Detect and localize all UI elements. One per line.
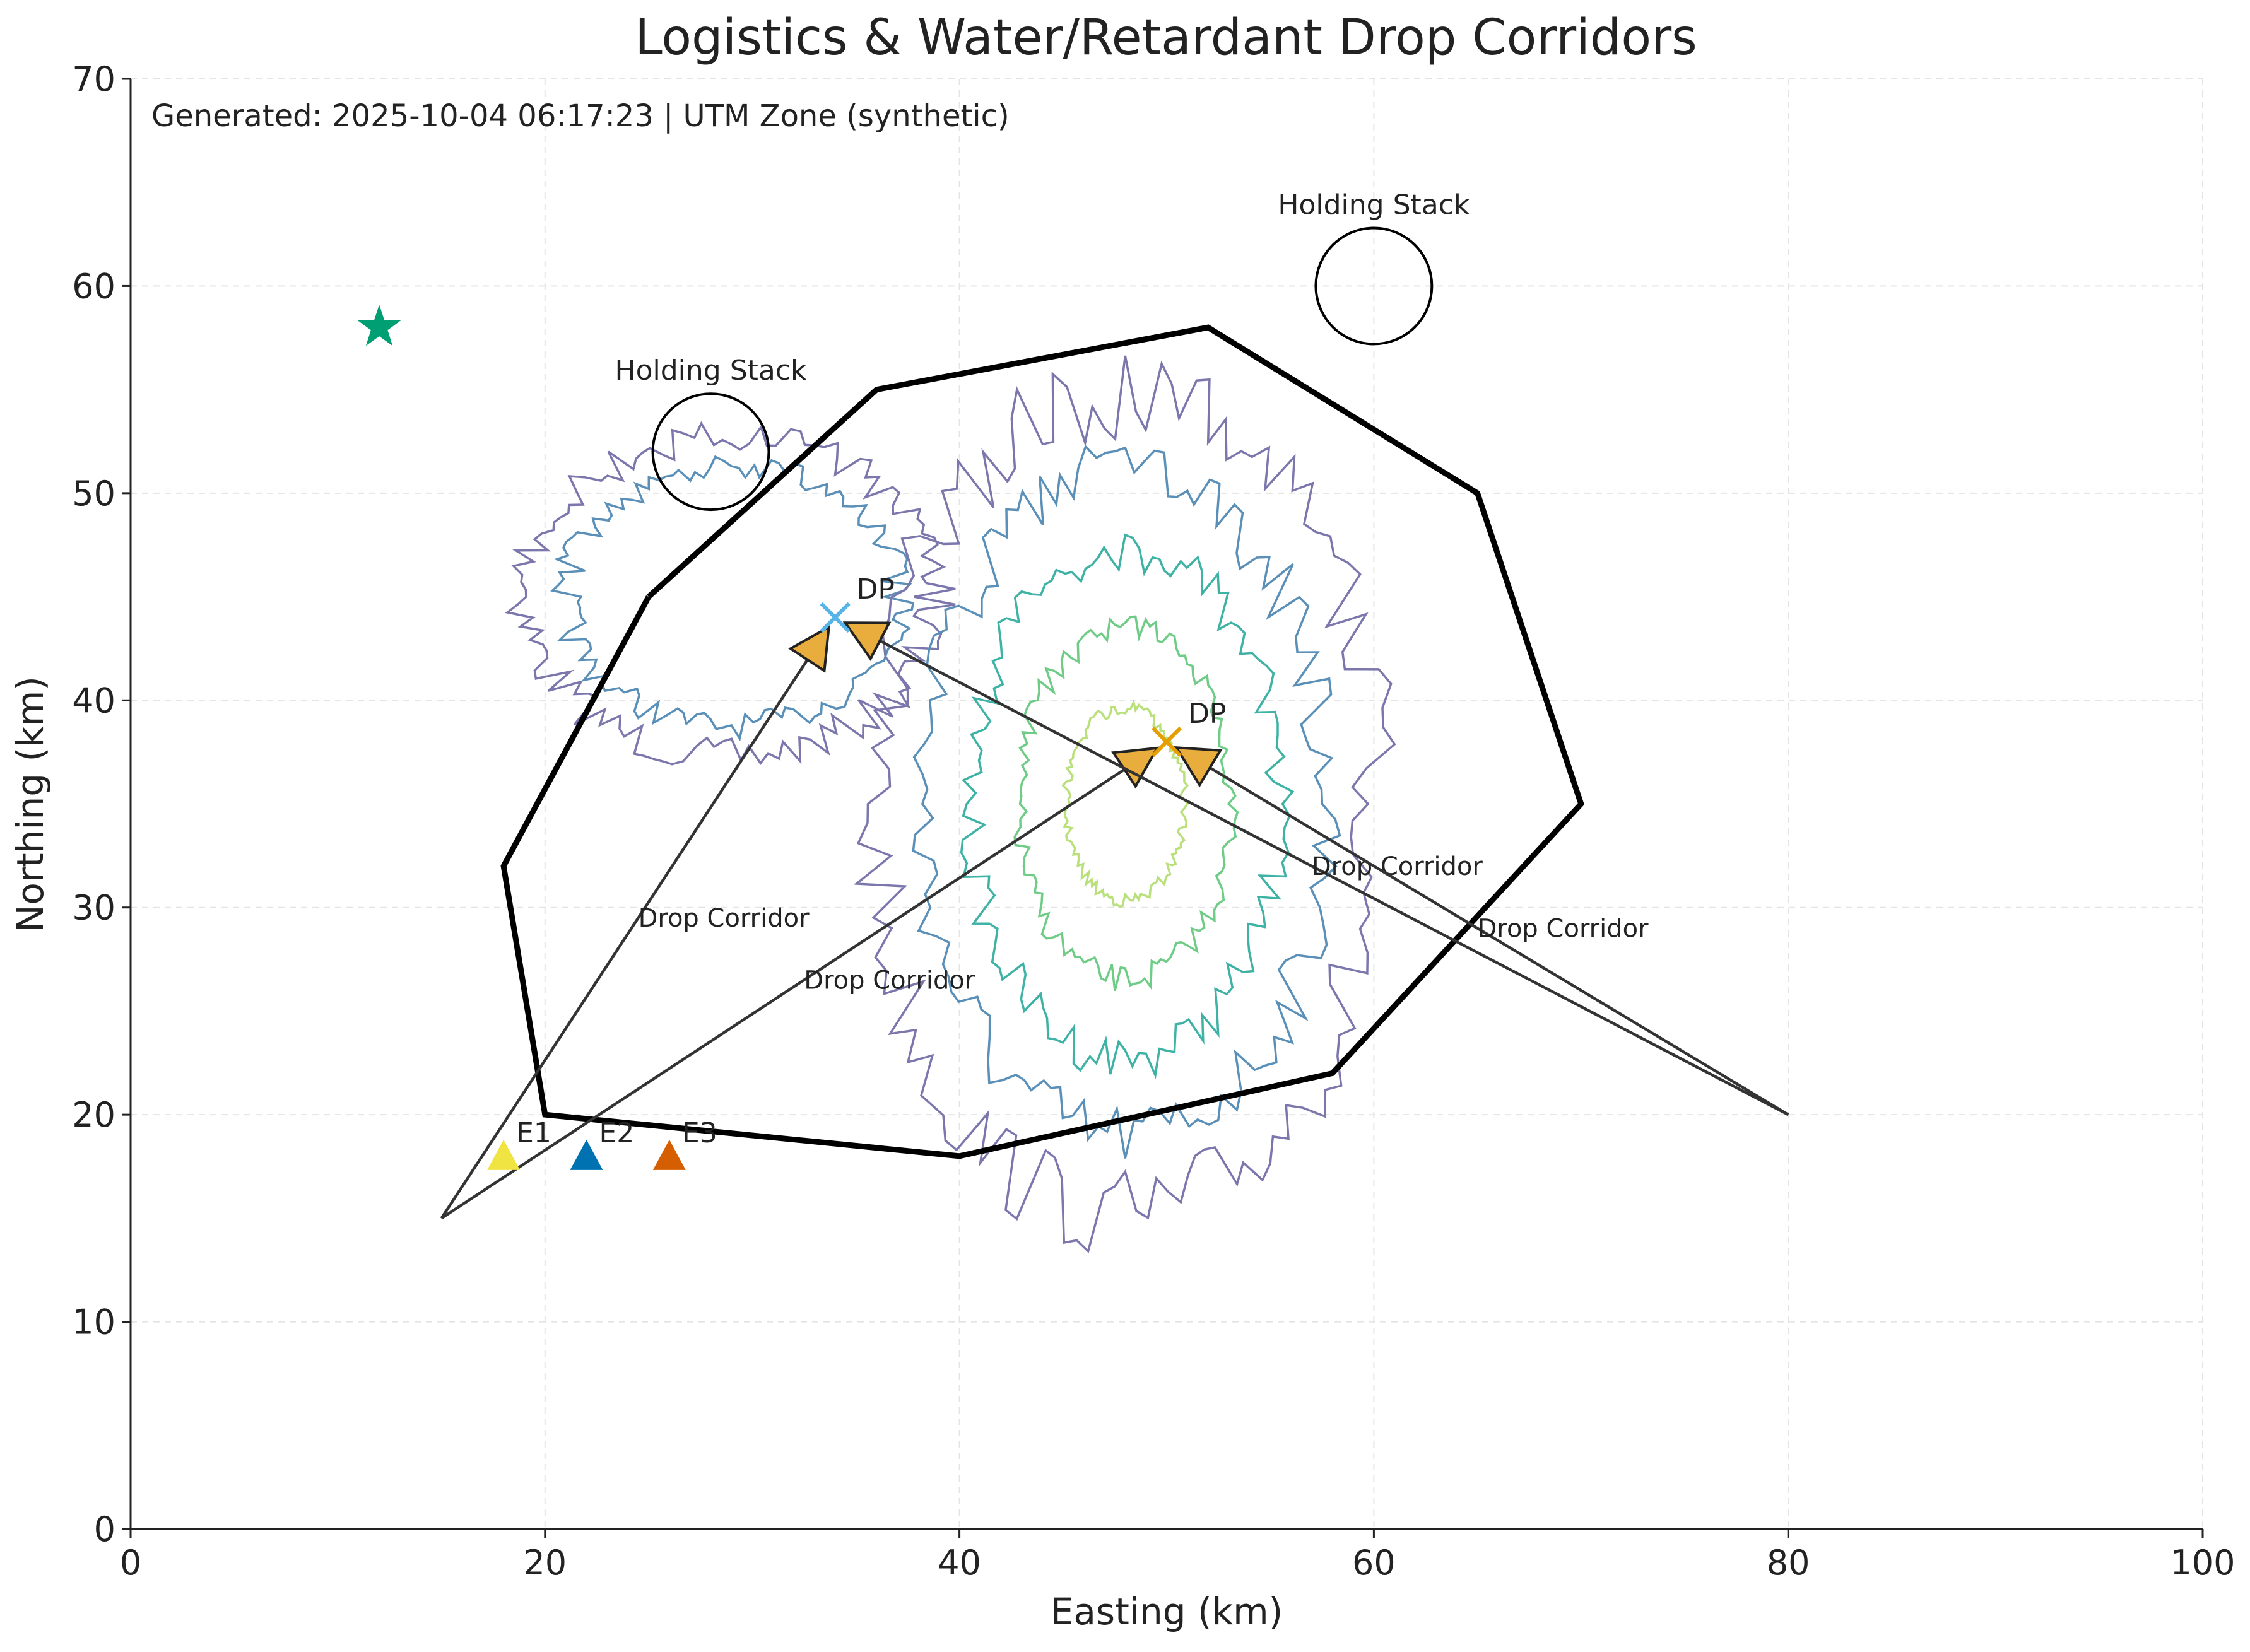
drop-point-label: DP [857,573,895,606]
y-tick-label: 40 [72,681,115,720]
drop-corridor-arrowhead [1174,746,1223,788]
y-tick-label: 60 [72,266,115,306]
x-tick-label: 80 [1767,1543,1810,1583]
x-tick-label: 0 [120,1543,141,1583]
x-axis-label: Easting (km) [1051,1590,1283,1633]
engine-label: E1 [516,1117,551,1149]
x-tick-label: 100 [2170,1543,2235,1583]
contour-level [853,355,1396,1253]
contour-level [1013,615,1239,992]
engine-triangle-icon [570,1139,603,1170]
holding-stack-label: Holding Stack [615,354,808,387]
chart-title: Logistics & Water/Retardant Drop Corrido… [635,9,1697,66]
engine-label: E2 [599,1117,634,1149]
drop-corridor-label: Drop Corridor [1312,852,1483,881]
chart-marks: Holding Stack Holding Stack Drop Corridor D… [357,189,1789,1220]
holding-stack-circle [651,392,770,512]
drop-corridor-line [440,659,809,1219]
drop-corridor-label: Drop Corridor [639,904,810,933]
drop-point-x-icon [820,602,851,633]
y-tick-label: 10 [72,1303,115,1342]
drop-corridor-label: Drop Corridor [804,966,975,995]
drop-corridor-line [879,639,1789,1116]
generated-timestamp: Generated: 2025-10-04 06:17:23 | UTM Zon… [151,98,1010,134]
y-tick-label: 20 [72,1095,115,1135]
y-tick-label: 70 [72,59,115,99]
fire-density-contours [505,355,1396,1253]
engine-triangle-icon [652,1139,686,1170]
drop-corridor-label: Drop Corridor [1478,915,1649,944]
drop-corridor-line [1209,766,1789,1116]
contour-level [550,455,915,742]
contour-level [912,444,1341,1159]
contour-level [1061,699,1189,908]
drop-point-label: DP [1188,698,1226,730]
x-tick-label: 60 [1352,1543,1396,1583]
holding-stack-label: Holding Stack [1278,189,1470,221]
drop-point-x-icon [1151,726,1182,758]
engine-triangle-icon [487,1139,521,1170]
y-tick-label: 50 [72,474,115,513]
x-tick-label: 40 [938,1543,981,1583]
engine-label: E3 [682,1117,717,1149]
base-star-icon [357,305,401,346]
drop-corridor-arrowhead [788,624,831,673]
y-tick-label: 30 [72,888,115,928]
holding-stack-circle [1314,226,1434,346]
grid [130,78,2203,1530]
contour-level [505,421,956,766]
fire-perimeter [500,324,1584,1159]
y-tick-label: 0 [94,1509,115,1549]
y-axis-label: Northing (km) [9,676,52,932]
contour-level [960,533,1295,1079]
axes: 0 20 40 60 80 100 0 10 20 30 40 50 60 70 [72,59,2235,1583]
x-tick-label: 20 [523,1543,567,1583]
drop-corridor-arrowhead [842,621,892,662]
drop-corridor-line [440,768,1126,1220]
